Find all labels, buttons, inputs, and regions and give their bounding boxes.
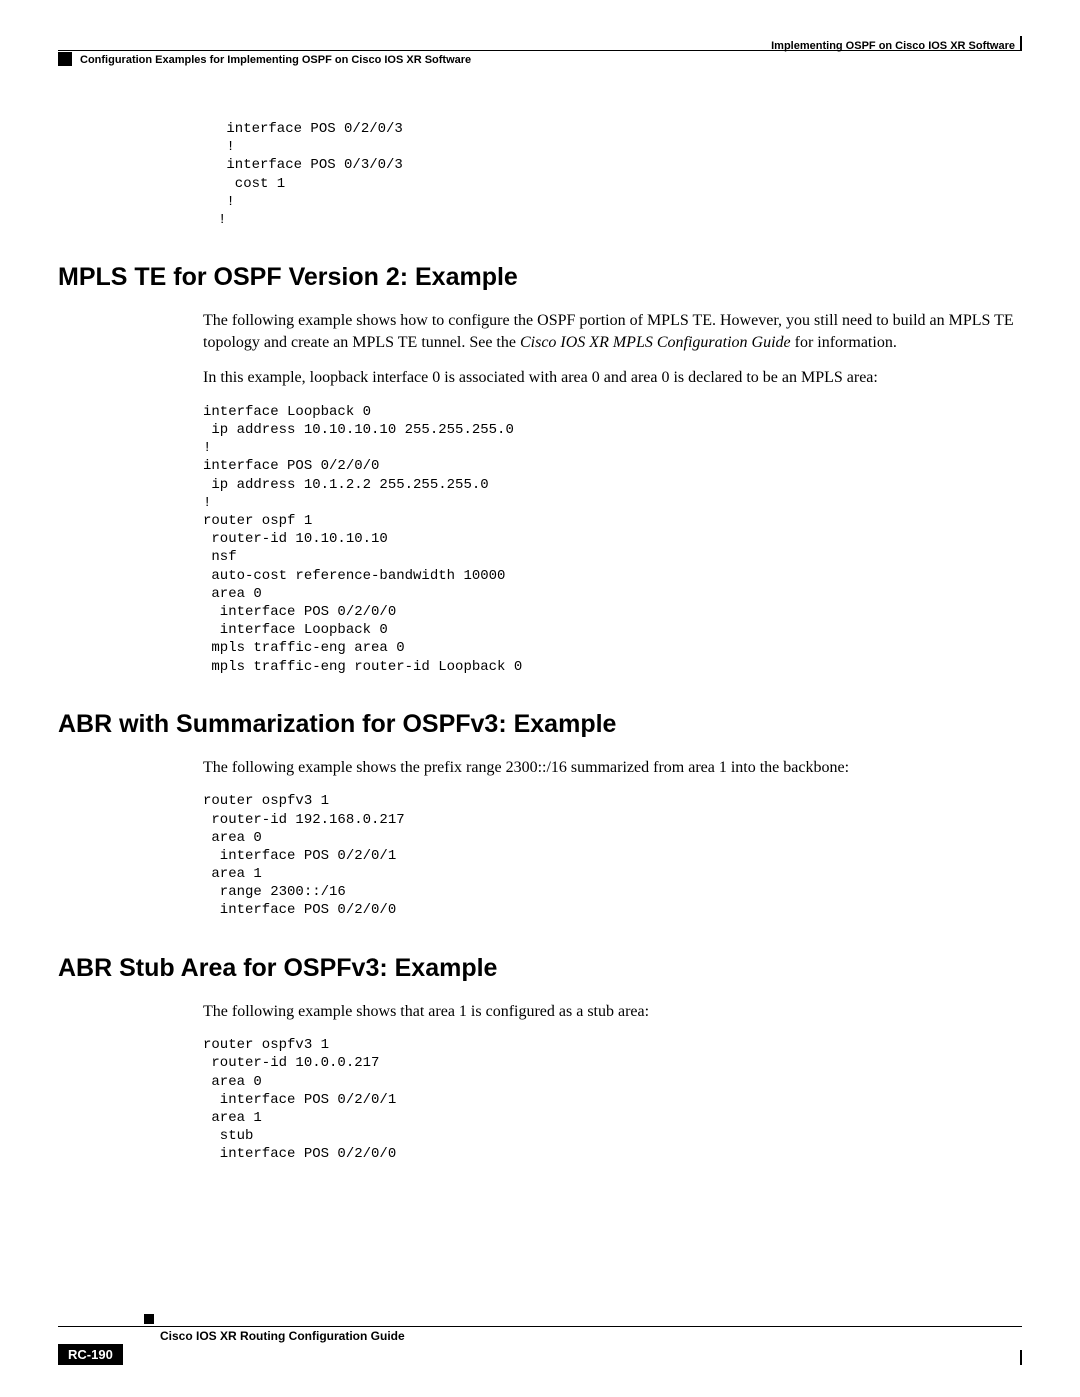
code-block-abr-summ: router ospfv3 1 router-id 192.168.0.217 … — [203, 792, 1022, 919]
code-block-mpls: interface Loopback 0 ip address 10.10.10… — [203, 403, 1022, 676]
footer-book-title: Cisco IOS XR Routing Configuration Guide — [160, 1329, 405, 1343]
section-heading-mpls: MPLS TE for OSPF Version 2: Example — [58, 263, 1022, 292]
footer-marker-icon — [144, 1314, 154, 1324]
code-block-abr-stub: router ospfv3 1 router-id 10.0.0.217 are… — [203, 1036, 1022, 1163]
section-para: In this example, loopback interface 0 is… — [203, 367, 1022, 389]
intro-code-block: interface POS 0/2/0/3 ! interface POS 0/… — [218, 120, 1022, 229]
para-italic: Cisco IOS XR MPLS Configuration Guide — [520, 334, 791, 351]
section-para: The following example shows the prefix r… — [203, 757, 1022, 779]
header-chapter-title: Implementing OSPF on Cisco IOS XR Softwa… — [771, 40, 1015, 52]
footer-right-marker — [1020, 1350, 1022, 1365]
section-heading-abr-summ: ABR with Summarization for OSPFv3: Examp… — [58, 710, 1022, 739]
section-heading-abr-stub: ABR Stub Area for OSPFv3: Example — [58, 954, 1022, 983]
section-para: The following example shows how to confi… — [203, 310, 1022, 353]
header-marker-icon — [58, 52, 72, 66]
header-section-title: Configuration Examples for Implementing … — [80, 54, 471, 66]
section-para: The following example shows that area 1 … — [203, 1001, 1022, 1023]
page-number-badge: RC-190 — [58, 1344, 123, 1365]
para-text: for information. — [791, 334, 897, 351]
